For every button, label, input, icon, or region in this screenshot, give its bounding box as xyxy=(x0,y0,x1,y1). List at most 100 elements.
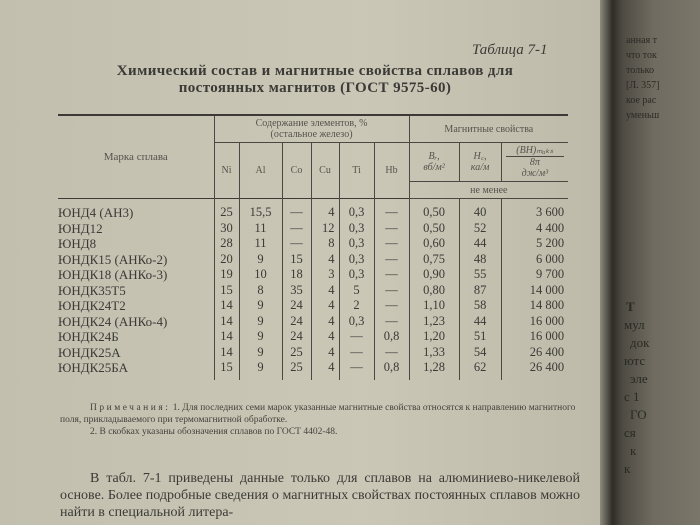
table-cell: 14 xyxy=(213,313,239,329)
table-heading: Химический состав и магнитные свойства с… xyxy=(30,63,600,97)
book-page-right: анная т что ток только [Л. 357] кое рас умень… xyxy=(622,0,700,525)
table-cell: 28 xyxy=(213,236,239,252)
note-2: 2. В скобках указаны обозначения сплавов… xyxy=(90,427,338,437)
table-cell: — xyxy=(373,220,410,236)
header-mark: Марка сплава xyxy=(103,150,168,163)
table-label: Таблица 7-1 xyxy=(472,42,548,58)
alloy-mark: ЮНД12 xyxy=(58,220,103,236)
table-cell: — xyxy=(281,220,311,236)
paragraph-text: В табл. 7-1 приведены данные только для … xyxy=(60,471,580,520)
table-cell: 16 000 xyxy=(500,313,569,329)
book-gutter xyxy=(600,0,625,525)
right-page-text: к xyxy=(630,443,637,458)
table-cell: 9 xyxy=(238,298,282,314)
table-cell: 0,3 xyxy=(338,267,374,283)
alloy-mark: ЮНДК24Т2 xyxy=(58,298,126,313)
table-cell: 5 xyxy=(338,282,374,298)
table-cell: 6 000 xyxy=(500,251,569,267)
alloy-mark: ЮНДК25А xyxy=(58,344,121,360)
table-cell: 9 xyxy=(238,329,282,345)
table-cell: 30 xyxy=(213,220,239,236)
br-unit: вб/м² xyxy=(423,162,445,173)
table-cell: 1,28 xyxy=(408,360,460,380)
table-cell: 44 xyxy=(458,236,502,252)
right-page-text: [Л. 357] xyxy=(626,80,660,91)
table-cell: — xyxy=(338,329,374,345)
table-cell: 8 xyxy=(310,236,339,252)
header-co: Co xyxy=(281,142,311,199)
right-page-text: кое рас xyxy=(626,95,657,106)
table-cell: 15,5 xyxy=(238,198,282,221)
table-cell: 0,50 xyxy=(408,198,460,221)
right-page-text: только xyxy=(626,65,655,76)
table-cell: 0,3 xyxy=(338,236,374,252)
table-cell: 14 xyxy=(213,344,239,360)
right-page-text: что ток xyxy=(626,50,657,61)
table-row: ЮНДК25БА 15 9 25 4—0,8 1,28 62 26 400 xyxy=(58,360,569,380)
table-cell: — xyxy=(373,267,410,283)
table-cell: — xyxy=(373,313,410,329)
table-cell: 52 xyxy=(458,220,502,236)
hc-unit: ка/м xyxy=(470,162,490,173)
table-cell: 0,8 xyxy=(373,360,410,380)
table-cell: 11 xyxy=(238,236,282,252)
table-cell: 9 xyxy=(238,313,282,329)
table-cell: 35 xyxy=(281,282,311,298)
table-cell: 4 xyxy=(310,344,339,360)
header-ti: Ti xyxy=(338,142,374,199)
alloy-mark: ЮНДК15 (АНКо-2) xyxy=(58,251,168,267)
table-cell: 51 xyxy=(458,329,502,345)
table-notes: Примечания: 1. Для последних семи марок … xyxy=(60,402,580,438)
table-cell: 20 xyxy=(213,251,239,267)
table-row: ЮНДК24Б 14 9 24 4—0,8 1,20 51 16 000 xyxy=(58,329,569,345)
table-cell: 0,3 xyxy=(338,198,374,221)
table-cell: 4 xyxy=(310,282,339,298)
alloy-mark: ЮНД4 (АН3) xyxy=(58,205,134,220)
br-symbol: Bᵣ, xyxy=(428,151,440,162)
table-row: ЮНД4 (АН3) 25 15,5—4 0,3—0,50 40 3 600 xyxy=(58,198,569,221)
table-cell: 26 400 xyxy=(500,344,569,360)
bh-symbol: (BH)ₘₐₖₛ xyxy=(505,145,565,157)
table-cell: 2 xyxy=(338,298,374,314)
table-cell: 1,33 xyxy=(408,344,460,360)
table-cell: 19 xyxy=(213,267,239,283)
table-cell: — xyxy=(373,236,410,252)
table-cell: — xyxy=(373,251,410,267)
hc-symbol: H꜀, xyxy=(473,151,487,162)
table-row: ЮНДК25А 14 9 25 4— —1,33 54 26 400 xyxy=(58,344,569,360)
table-cell: 87 xyxy=(458,282,502,298)
table-cell: 15 xyxy=(213,282,239,298)
table-cell: 3 xyxy=(310,267,339,283)
table-cell: 25 xyxy=(281,344,311,360)
table-cell: 0,90 xyxy=(408,267,460,283)
header-ni: Ni xyxy=(213,142,239,199)
table-cell: 11 xyxy=(238,220,282,236)
table-cell: 55 xyxy=(458,267,502,283)
table-cell: 9 700 xyxy=(500,267,569,283)
table-cell: 16 000 xyxy=(500,329,569,345)
alloy-mark: ЮНДК35Т5 xyxy=(58,282,126,298)
table-cell: 4 400 xyxy=(500,220,569,236)
note-1: Примечания: 1. Для последних семи марок … xyxy=(60,402,580,426)
table-cell: 1,10 xyxy=(408,298,460,314)
table-cell: 24 xyxy=(281,329,311,345)
table-cell: 4 xyxy=(310,313,339,329)
table-cell: 9 xyxy=(238,344,282,360)
alloy-mark: ЮНДК24 (АНКо-4) xyxy=(58,313,168,329)
bh-unit: дж/м³ xyxy=(521,168,549,179)
table-cell: 4 xyxy=(310,198,339,221)
table-cell: 3 600 xyxy=(500,198,569,221)
right-page-text: к xyxy=(624,461,631,476)
table-cell: 1,23 xyxy=(408,313,460,329)
table-cell: 25 xyxy=(213,198,239,221)
table-cell: 5 200 xyxy=(500,236,569,252)
table-cell: 0,50 xyxy=(408,220,460,236)
header-br: Bᵣ, вб/м² xyxy=(408,142,460,182)
heading-line: постоянных магнитов (ГОСТ 9575-60) xyxy=(178,80,452,96)
header-hc: H꜀, ка/м xyxy=(458,142,502,182)
table-row: ЮНД12 30 11—12 0,3—0,50 52 4 400 xyxy=(58,220,569,236)
table-cell: 15 xyxy=(213,360,239,380)
header-content-line: Содержание элементов, % xyxy=(255,118,368,129)
table-cell: 58 xyxy=(458,298,502,314)
table-row: ЮНДК15 (АНКо-2) 20 9 15 4 0,3—0,75 48 6 000 xyxy=(58,251,569,267)
